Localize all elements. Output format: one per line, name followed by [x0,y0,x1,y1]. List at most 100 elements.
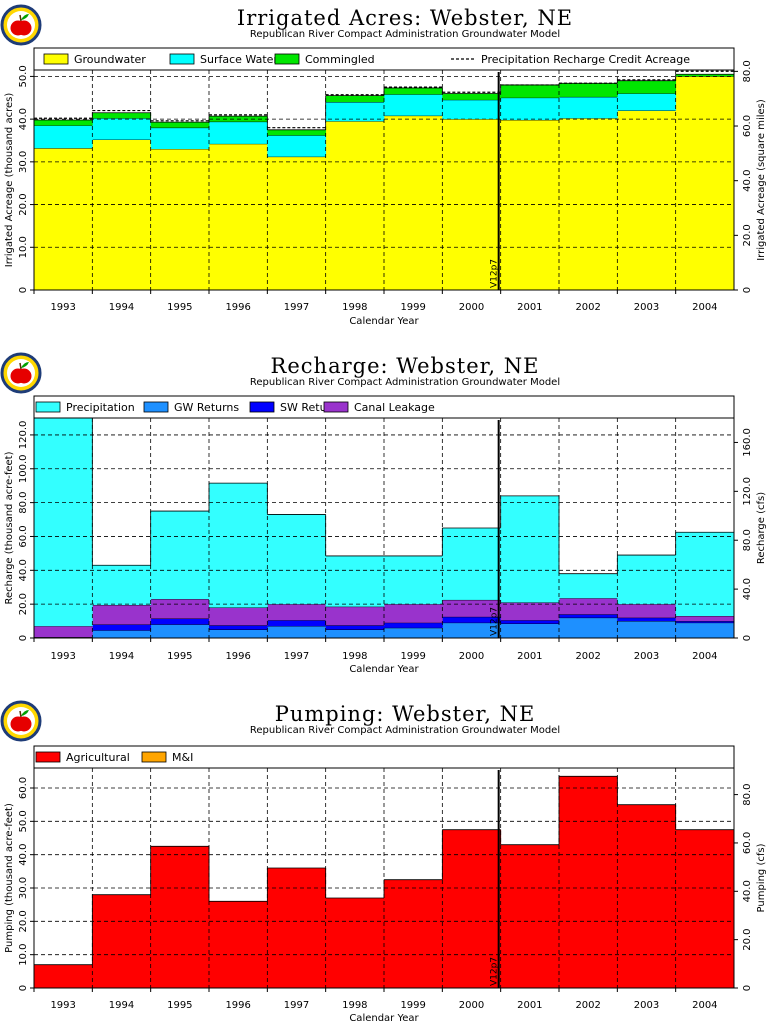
y2-tick-label: 80.0 [742,60,753,82]
y-tick-label: 30.0 [18,151,29,173]
x-tick-label: 2002 [575,302,600,313]
y-axis-title: Irrigated Acreage (thousand acres) [4,93,15,268]
x-tick-label: 1996 [225,651,250,662]
x-tick-label: 2003 [634,302,659,313]
x-tick-label: 2002 [575,1000,600,1011]
area-segment [500,620,560,624]
chart-subtitle: Republican River Compact Administration … [250,377,560,388]
area-segment [150,846,210,988]
area-segment [559,118,618,290]
apple-stem [19,14,22,22]
area-segment [617,621,677,638]
y-tick-label: 120.0 [18,421,29,450]
area-segment [325,629,385,638]
y2-tick-label: 80.0 [742,783,753,805]
area-segment [384,627,443,638]
area-segment [150,618,210,625]
area-segment [617,110,677,291]
chart-subtitle: Republican River Compact Administration … [250,29,560,40]
area-segment [384,879,443,988]
x-tick-label: 1995 [167,651,192,662]
area-segment [675,616,735,622]
y2-tick-label: 0 [742,635,753,641]
apple-logo-icon [0,4,42,46]
x-tick-label: 2004 [692,1000,717,1011]
x-tick-label: 1999 [400,302,425,313]
y2-axis-title: Irrigated Acreage (square miles) [756,99,767,261]
area-segment [617,804,677,988]
area-segment [325,555,385,607]
y-tick-label: 80.0 [18,491,29,513]
area-segment [267,620,327,627]
area-segment [209,143,268,290]
area-segment [384,115,443,290]
legend-label: Agricultural [66,751,130,764]
area-segment [325,606,385,626]
x-tick-label: 2001 [517,302,542,313]
y2-tick-label: 60.0 [742,115,753,137]
y-tick-label: 40.0 [18,559,29,581]
x-tick-label: 1998 [342,651,367,662]
area-segment [500,84,560,98]
x-axis-title: Calendar Year [349,664,419,675]
area-segment [34,148,93,290]
y2-tick-label: 80.0 [742,529,753,551]
legend-label: Surface Water [200,53,278,66]
y-tick-label: 20.0 [18,193,29,215]
area-segment [559,83,618,97]
chart-subtitle: Republican River Compact Administration … [250,725,560,736]
y-tick-label: 30.0 [18,877,29,899]
area-segment [500,119,560,290]
area-segment [209,607,268,626]
x-tick-label: 2003 [634,1000,659,1011]
y2-tick-label: 0 [742,287,753,293]
area-segment [442,622,502,638]
legend-box [33,745,735,769]
area-segment [150,511,210,600]
area-segment [92,139,152,290]
x-tick-label: 1996 [225,302,250,313]
legend-swatch [249,401,275,413]
area-segment [559,598,618,615]
area-segment [559,617,618,638]
x-tick-label: 1993 [50,651,75,662]
x-tick-label: 1995 [167,1000,192,1011]
chart-title: Pumping: Webster, NE [275,702,536,726]
marker-label: V12p7 [490,607,500,636]
y2-axis-title: Recharge (cfs) [756,492,767,564]
y-tick-label: 50.0 [18,810,29,832]
area-segment [384,604,443,623]
y-tick-label: 50.0 [18,65,29,87]
apple-logo-icon [0,700,42,742]
area-segment [500,602,560,621]
apple-stem [19,362,22,370]
legend-swatch [43,53,69,65]
area-segment [500,844,560,988]
area-segment [675,74,735,77]
x-tick-label: 1994 [109,1000,134,1011]
area-segment [384,555,443,605]
x-axis-title: Calendar Year [349,1013,419,1024]
y-axis-title: Recharge (thousand acre-feet) [4,451,15,604]
y-axis-title: Pumping (thousand acre-feet) [4,803,15,953]
x-tick-label: 1997 [284,302,309,313]
x-tick-label: 2003 [634,651,659,662]
area-segment [150,122,210,128]
area-segment [150,624,210,638]
legend-label: Groundwater [74,53,146,66]
area-segment [325,102,385,122]
x-tick-label: 2000 [459,302,484,313]
x-tick-label: 2001 [517,651,542,662]
area-segment [34,626,93,638]
area-segment [209,901,268,988]
apple-leaf [21,362,29,368]
area-segment [34,964,93,988]
y-tick-label: 10.0 [18,236,29,258]
area-segment [500,97,560,120]
y2-tick-label: 20.0 [742,929,753,951]
x-tick-label: 1996 [225,1000,250,1011]
apple-right [16,716,32,732]
legend-label: M&I [172,751,193,764]
area-segment [617,555,677,605]
x-tick-label: 1993 [50,302,75,313]
